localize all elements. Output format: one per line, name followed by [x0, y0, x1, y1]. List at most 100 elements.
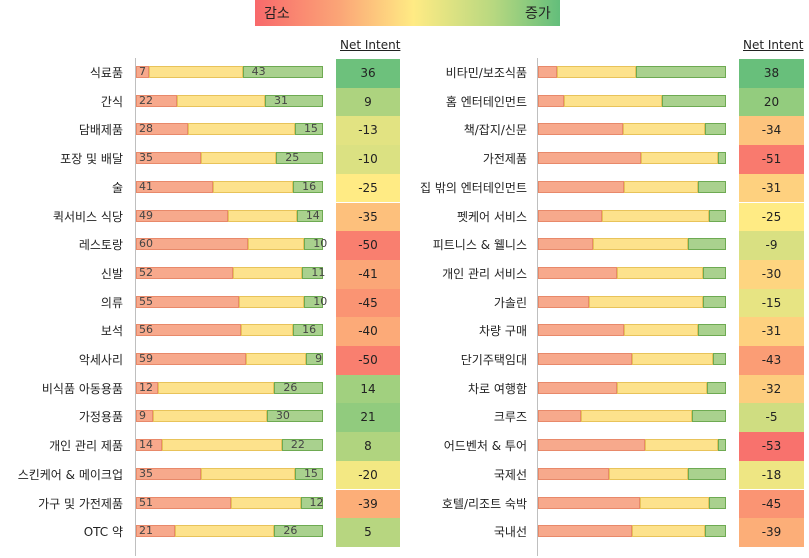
data-label-increase: 15: [303, 122, 318, 136]
data-label-decrease: 41: [139, 179, 153, 193]
bar-increase: [274, 381, 323, 394]
category-label: 국내선: [493, 525, 527, 540]
bar-decrease: [538, 467, 610, 480]
bar-decrease: [538, 266, 617, 279]
bar-neutral: [175, 525, 275, 538]
data-label-decrease: 28: [139, 122, 153, 136]
bar-increase: [705, 123, 726, 136]
net-intent-cell: -39: [739, 518, 804, 547]
net-intent-cell: 5: [336, 518, 400, 547]
data-label-decrease: 51: [139, 495, 153, 509]
bar-increase: [300, 496, 323, 509]
bar-decrease: [136, 238, 249, 251]
bar-decrease: [538, 410, 582, 423]
data-label-decrease: 14: [139, 438, 153, 452]
legend-color-scale: [255, 0, 560, 26]
bar-neutral: [632, 525, 706, 538]
bar-increase: [276, 152, 323, 165]
category-label: 신발: [100, 266, 123, 281]
bar-decrease: [136, 123, 189, 136]
bar-decrease: [136, 525, 176, 538]
net-intent-cell: -40: [336, 317, 400, 346]
bar-increase: [304, 238, 323, 251]
data-label-increase: 16: [302, 323, 317, 337]
bar-decrease: [136, 94, 178, 107]
bar-decrease: [538, 66, 557, 78]
data-label-increase: 30: [275, 409, 290, 423]
bar-increase: [718, 152, 726, 165]
bar-decrease: [538, 525, 632, 538]
data-label-increase: 10: [313, 294, 328, 308]
bar-decrease: [136, 410, 153, 423]
bar-increase: [697, 180, 726, 193]
bar-increase: [293, 180, 323, 193]
category-label: 책/잡지/신문: [463, 123, 527, 138]
data-label-decrease: 35: [139, 466, 153, 480]
bar-decrease: [538, 381, 617, 394]
bar-increase: [718, 439, 726, 452]
bar-neutral: [641, 152, 719, 165]
net-intent-cell: -25: [739, 202, 804, 232]
category-label: 보석: [100, 324, 123, 339]
bar-decrease: [538, 238, 593, 251]
category-label: 가정용품: [78, 410, 123, 425]
bar-increase: [281, 439, 323, 452]
bar-decrease: [538, 295, 589, 308]
category-label: 스킨케어 & 메이크업: [17, 467, 123, 482]
data-label-increase: 16: [302, 179, 317, 193]
data-label-increase: 14: [305, 208, 320, 222]
category-label: 국제선: [493, 467, 527, 482]
bar-neutral: [240, 324, 294, 337]
net-intent-cell: 20: [739, 87, 804, 117]
data-label-increase: 26: [283, 380, 298, 394]
net-intent-cell: -31: [739, 317, 804, 346]
bar-increase: [662, 94, 726, 107]
bar-increase: [709, 209, 726, 222]
bar-decrease: [136, 180, 213, 193]
data-label-increase: 9: [315, 352, 323, 365]
bar-decrease: [538, 209, 602, 222]
bar-decrease: [538, 439, 646, 452]
data-label-increase: 22: [290, 438, 305, 452]
net-intent-cell: -9: [739, 231, 804, 260]
category-label: 개인 관리 제품: [49, 439, 123, 454]
bar-decrease: [136, 266, 234, 279]
net-intent-cell: 21: [336, 403, 400, 433]
data-label-increase: 31: [274, 93, 289, 107]
net-intent-cell: 14: [336, 374, 400, 404]
bar-increase: [688, 467, 726, 480]
category-label: 차량 구매: [479, 324, 527, 339]
bar-decrease: [136, 496, 232, 509]
data-label-decrease: 35: [139, 151, 153, 165]
category-label: 포장 및 배달: [60, 152, 123, 167]
data-label-decrease: 49: [139, 208, 153, 222]
category-label: 가전제품: [482, 152, 527, 167]
bar-decrease: [136, 152, 202, 165]
category-label: 악세사리: [78, 353, 123, 367]
bar-decrease: [136, 381, 159, 394]
category-label: OTC 약: [83, 525, 123, 540]
bar-increase: [705, 525, 726, 538]
bar-neutral: [624, 324, 698, 337]
legend-high-label: 증가: [525, 6, 551, 22]
bar-neutral: [212, 180, 294, 193]
bar-increase: [242, 66, 323, 78]
data-label-decrease: 7: [139, 65, 146, 78]
category-label: 호텔/리조트 숙박: [441, 496, 527, 511]
net-intent-cell: 38: [739, 59, 804, 88]
net-intent-cell: -5: [739, 403, 804, 433]
bar-increase: [692, 410, 726, 423]
category-label: 레스토랑: [78, 238, 123, 253]
net-intent-cell: -50: [336, 231, 400, 260]
category-label: 피트니스 & 웰니스: [432, 238, 527, 253]
bar-decrease: [136, 324, 241, 337]
bar-increase: [707, 381, 726, 394]
net-intent-cell: -30: [739, 259, 804, 289]
bar-increase: [302, 266, 323, 279]
data-label-increase: 26: [283, 524, 298, 538]
bar-neutral: [639, 496, 710, 509]
net-intent-cell: -32: [739, 374, 804, 404]
net-intent-cell: -13: [336, 116, 400, 146]
bar-neutral: [601, 209, 710, 222]
bar-neutral: [588, 295, 704, 308]
